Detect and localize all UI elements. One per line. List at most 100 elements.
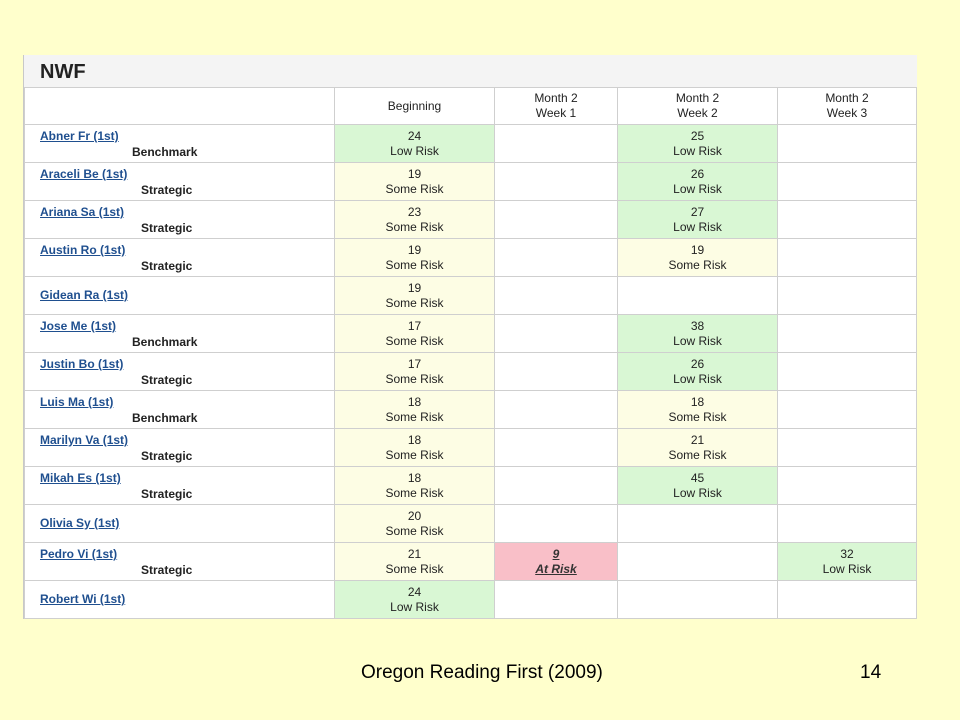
score-value: 19 <box>407 242 422 257</box>
empty-cell <box>494 390 618 429</box>
empty-cell <box>777 314 917 353</box>
table-row: Jose Me (1st) Benchmark 17 Some Risk 38 Low R… <box>24 314 917 353</box>
empty-cell <box>494 314 618 353</box>
score-value: 19 <box>407 280 422 295</box>
empty-cell <box>494 504 618 543</box>
score-cell-week2: 26 Low Risk <box>617 352 778 391</box>
student-name-link[interactable]: Justin Bo (1st) <box>40 357 124 371</box>
student-name-link[interactable]: Olivia Sy (1st) <box>40 516 120 530</box>
score-cell-week2: 21 Some Risk <box>617 428 778 467</box>
student-name-link[interactable]: Pedro Vi (1st) <box>40 547 118 561</box>
student-level-label: Strategic <box>141 487 193 501</box>
score-value: 20 <box>407 508 422 523</box>
score-value: 26 <box>690 356 705 371</box>
at-risk-link[interactable]: 9 At Risk <box>496 547 617 577</box>
student-level-label: Strategic <box>141 563 193 577</box>
column-header-student <box>24 87 335 125</box>
score-value: 17 <box>407 318 422 333</box>
column-header-month2-week2: Month 2 Week 2 <box>617 87 778 125</box>
risk-label: Some Risk <box>668 409 727 424</box>
empty-cell <box>777 428 917 467</box>
score-cell-week1: 9 At Risk <box>494 542 618 581</box>
student-name-link[interactable]: Mikah Es (1st) <box>40 471 121 485</box>
risk-label: Low Risk <box>822 561 872 576</box>
score-value: 38 <box>690 318 705 333</box>
student-level-label: Strategic <box>141 449 193 463</box>
empty-cell <box>494 162 618 201</box>
student-cell: Marilyn Va (1st) Strategic <box>24 428 335 467</box>
empty-cell <box>334 618 495 619</box>
student-cell: Mikah Es (1st) Strategic <box>24 466 335 505</box>
score-value: 32 <box>840 546 854 561</box>
student-level-label: Benchmark <box>132 335 198 349</box>
score-value: 24 <box>407 584 422 599</box>
student-name-link[interactable]: Marilyn Va (1st) <box>40 433 129 447</box>
table-row: Luis Ma (1st) Benchmark 18 Some Risk 18 Some … <box>24 390 917 429</box>
risk-label: At Risk <box>535 561 577 576</box>
student-name-link[interactable]: Abner Fr (1st) <box>40 129 119 143</box>
student-cell: Abner Fr (1st) Benchmark <box>24 124 335 163</box>
student-name-link[interactable]: Araceli Be (1st) <box>40 167 128 181</box>
score-cell-beginning: 18 Some Risk <box>334 466 495 505</box>
column-header-month2-week3: Month 2 Week 3 <box>777 87 917 125</box>
risk-label: Low Risk <box>673 181 722 196</box>
column-header-month2-week1: Month 2 Week 1 <box>494 87 618 125</box>
report-screenshot: NWF Beginning Month 2 Week 1 Month 2 Wee… <box>23 55 917 619</box>
table-row: Abner Fr (1st) Benchmark 24 Low Risk 25 Low R… <box>24 124 917 163</box>
empty-cell <box>494 580 618 619</box>
empty-cell <box>777 238 917 277</box>
column-header-line1: Month 2 <box>675 91 720 105</box>
column-header-line1: Month 2 <box>825 91 869 105</box>
student-name-link[interactable]: Robert Wi (1st) <box>40 592 126 606</box>
table-header-row: Beginning Month 2 Week 1 Month 2 Week 2 … <box>24 87 917 125</box>
empty-cell <box>494 466 618 505</box>
student-level-label: Strategic <box>141 221 193 235</box>
empty-cell <box>494 428 618 467</box>
risk-label: Some Risk <box>385 295 444 310</box>
footer-source: Oregon Reading First (2009) <box>361 662 603 683</box>
score-value: 21 <box>690 432 705 447</box>
student-name-link[interactable]: Austin Ro (1st) <box>40 243 126 257</box>
risk-label: Low Risk <box>390 143 439 158</box>
empty-cell <box>777 124 917 163</box>
score-cell-beginning: 19 Some Risk <box>334 276 495 315</box>
table-row: Ariana Sa (1st) Strategic 23 Some Risk 27 Low… <box>24 200 917 239</box>
column-header-beginning: Beginning <box>334 87 495 125</box>
score-value: 45 <box>690 470 705 485</box>
student-level-label: Strategic <box>141 259 193 273</box>
student-name-link[interactable]: Ariana Sa (1st) <box>40 205 125 219</box>
empty-cell <box>24 618 335 619</box>
student-cell: Justin Bo (1st) Strategic <box>24 352 335 391</box>
score-value: 19 <box>690 242 705 257</box>
empty-cell <box>777 390 917 429</box>
score-cell-beginning: 18 Some Risk <box>334 428 495 467</box>
column-header-line1: Month 2 <box>534 91 578 105</box>
score-value: 17 <box>407 356 422 371</box>
score-value: 18 <box>407 394 422 409</box>
empty-cell <box>494 352 618 391</box>
table-row: Robert Wi (1st) 24 Low Risk <box>24 580 917 619</box>
student-name-link[interactable]: Jose Me (1st) <box>40 319 117 333</box>
score-value: 27 <box>690 204 705 219</box>
risk-label: Some Risk <box>668 447 727 462</box>
student-name-link[interactable]: Gidean Ra (1st) <box>40 288 129 302</box>
student-cell: Robert Wi (1st) <box>24 580 335 619</box>
risk-label: Some Risk <box>385 561 444 576</box>
table-row: Mikah Es (1st) Strategic 18 Some Risk 45 Low … <box>24 466 917 505</box>
score-value: 23 <box>407 204 422 219</box>
empty-cell <box>617 618 778 619</box>
risk-label: Some Risk <box>385 333 444 348</box>
empty-cell <box>494 276 618 315</box>
report-title: NWF <box>40 61 86 83</box>
student-name-link[interactable]: Luis Ma (1st) <box>40 395 114 409</box>
risk-label: Low Risk <box>390 599 439 614</box>
page-number: 14 <box>860 662 882 683</box>
score-value: 18 <box>690 394 705 409</box>
student-cell: Olivia Sy (1st) <box>24 504 335 543</box>
risk-label: Low Risk <box>673 333 722 348</box>
risk-label: Some Risk <box>385 181 444 196</box>
empty-cell <box>494 238 618 277</box>
student-cell: Pedro Vi (1st) Strategic <box>24 542 335 581</box>
table-row: Pedro Vi (1st) Strategic 21 Some Risk 9 At Ri… <box>24 542 917 581</box>
score-value: 26 <box>690 166 705 181</box>
